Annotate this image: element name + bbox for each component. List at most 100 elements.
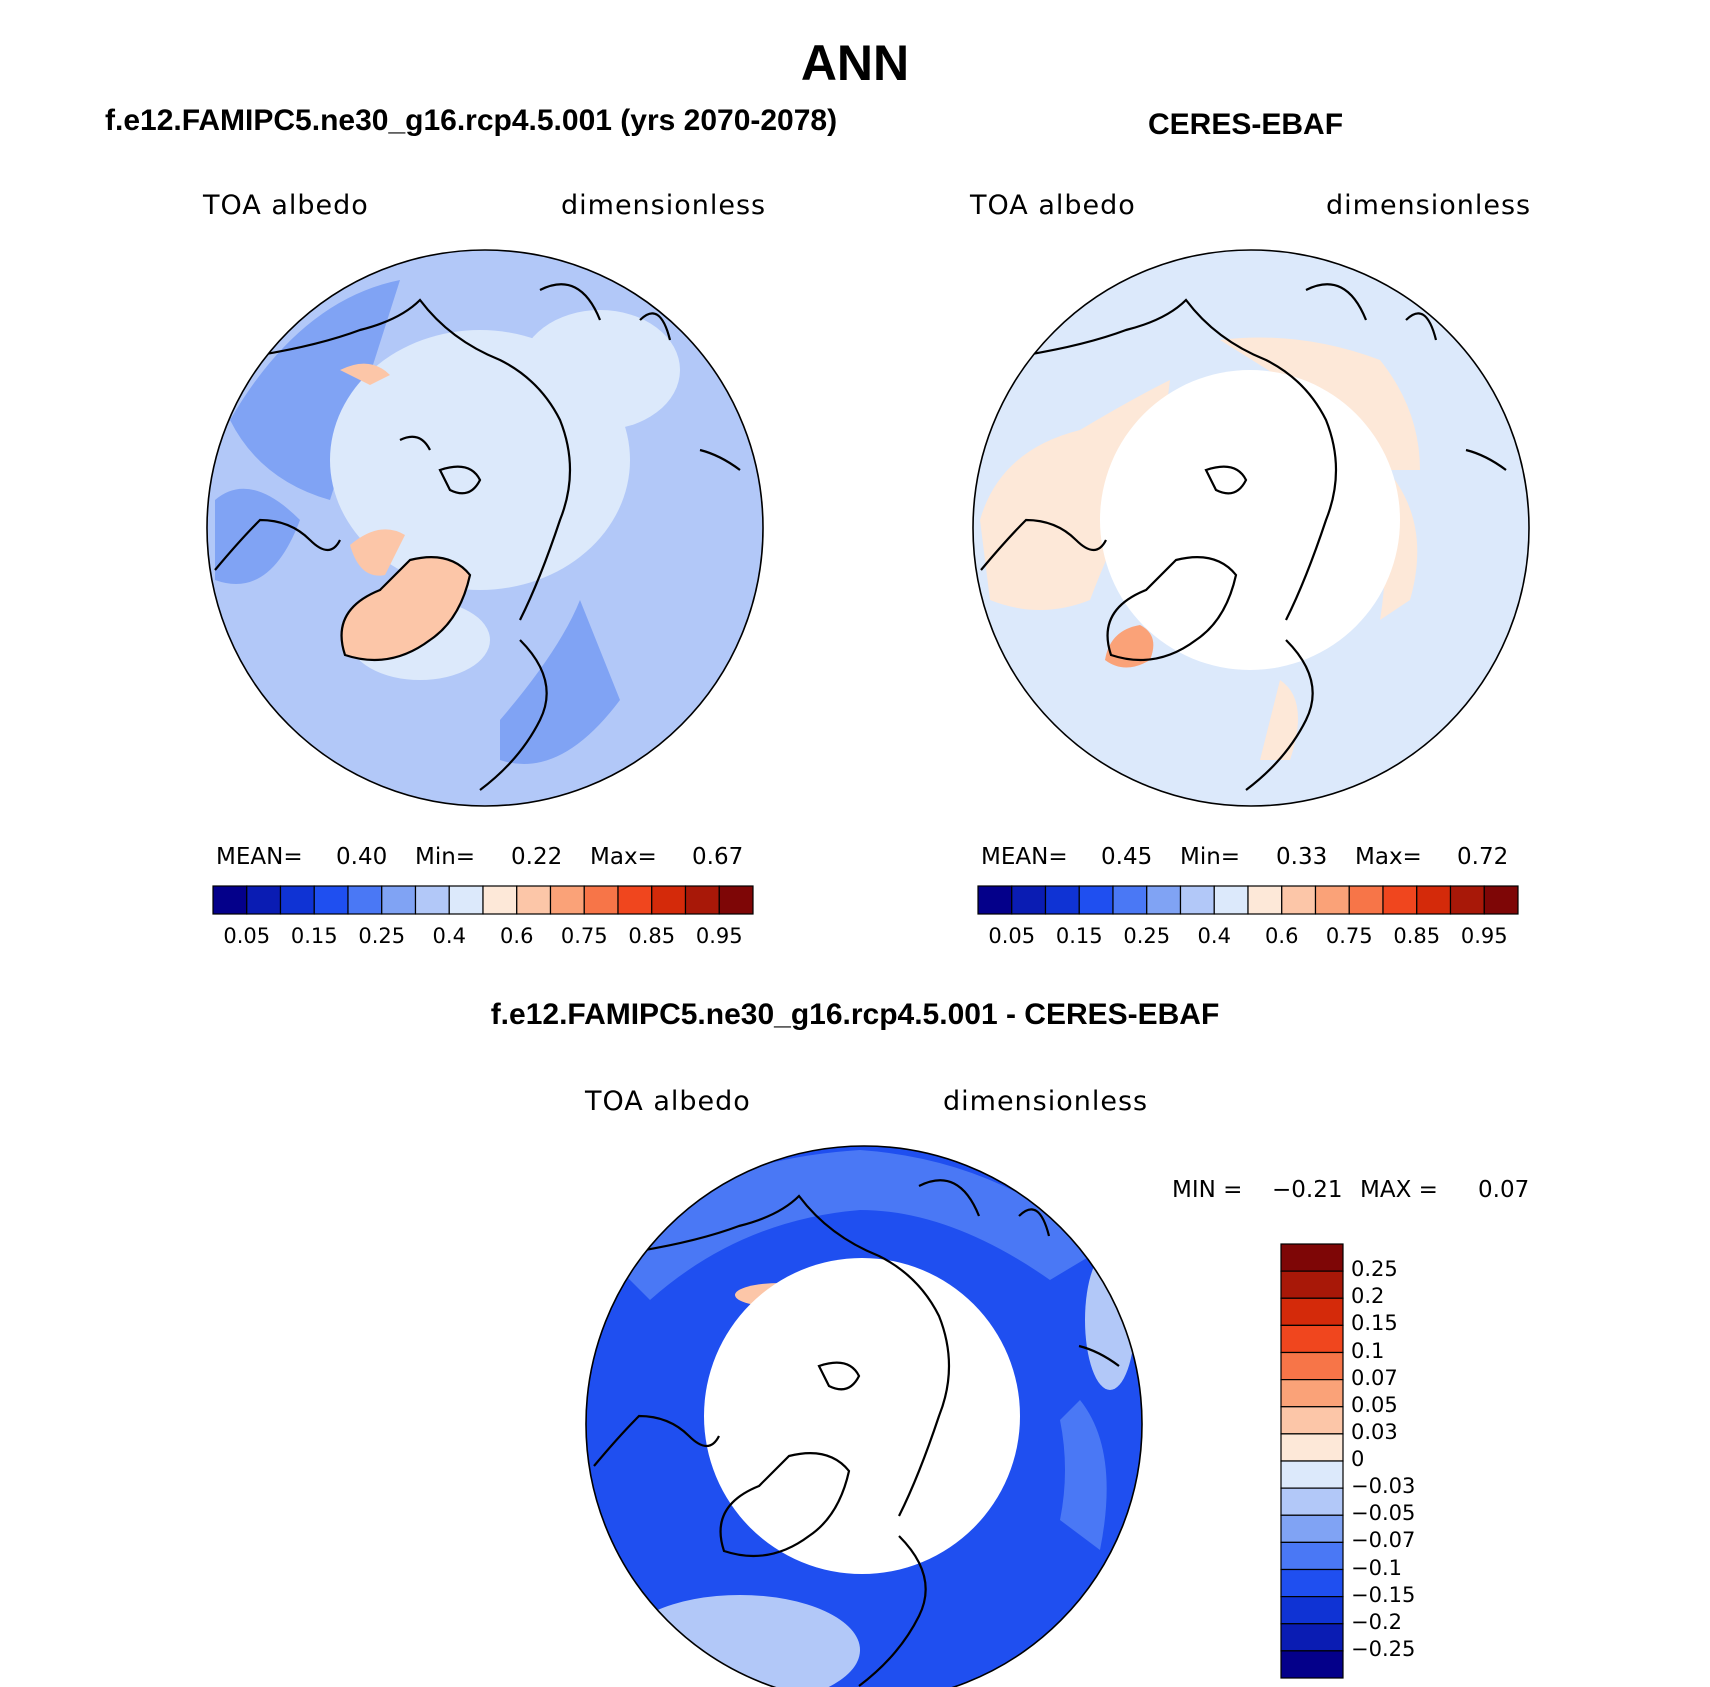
model-colorbar-swatch bbox=[516, 885, 552, 915]
obs-colorbar-swatch bbox=[1348, 885, 1384, 915]
obs-panel-title: CERES-EBAF bbox=[1148, 108, 1344, 141]
obs-colorbar-tick-label: 0.95 bbox=[1460, 924, 1508, 948]
model-colorbar-swatch bbox=[583, 885, 619, 915]
diff-colorbar-tick-label: −0.03 bbox=[1351, 1474, 1416, 1499]
diff-colorbar-swatch bbox=[1280, 1351, 1344, 1381]
diff-colorbar-tick-label: −0.1 bbox=[1351, 1555, 1402, 1580]
model-colorbar-swatch bbox=[313, 885, 349, 915]
model-colorbar-swatch bbox=[651, 885, 687, 915]
model-mean-value: 0.40 bbox=[336, 844, 388, 870]
diff-colorbar-tick-label: −0.07 bbox=[1351, 1528, 1416, 1553]
model-colorbar-tick-label: 0.4 bbox=[432, 924, 466, 948]
diff-polar-map bbox=[586, 1146, 1142, 1687]
model-colorbar-swatch bbox=[212, 885, 248, 915]
model-max-label: Max= bbox=[590, 844, 657, 870]
obs-colorbar-swatch bbox=[1247, 885, 1283, 915]
obs-colorbar-swatch bbox=[1044, 885, 1080, 915]
diff-colorbar-tick-label: 0.1 bbox=[1351, 1338, 1385, 1363]
obs-colorbar-swatch bbox=[977, 885, 1013, 915]
diff-max-label: MAX = bbox=[1360, 1177, 1438, 1203]
diff-map-border bbox=[585, 1145, 1143, 1687]
diff-colorbar-swatch bbox=[1280, 1243, 1344, 1272]
model-min-label: Min= bbox=[415, 844, 476, 870]
diff-colorbar-swatch bbox=[1280, 1568, 1344, 1598]
diff-colorbar-tick-label: −0.05 bbox=[1351, 1501, 1416, 1526]
model-coastlines bbox=[214, 283, 741, 791]
diff-colorbar-tick-label: 0.15 bbox=[1351, 1311, 1398, 1336]
diff-min-value: −0.21 bbox=[1272, 1177, 1343, 1203]
obs-colorbar-tick-label: 0.15 bbox=[1055, 924, 1103, 948]
diff-colorbar-swatch bbox=[1280, 1623, 1344, 1652]
diff-colorbar-swatch bbox=[1280, 1379, 1344, 1408]
diff-colorbar-tick-label: 0.25 bbox=[1351, 1257, 1398, 1282]
model-polar-map bbox=[207, 250, 763, 806]
diff-colorbar-swatch bbox=[1280, 1596, 1344, 1625]
obs-colorbar-tick-label: 0.25 bbox=[1123, 924, 1171, 948]
model-colorbar-tick-label: 0.75 bbox=[560, 924, 608, 948]
model-colorbar-tick-label: 0.6 bbox=[500, 924, 534, 948]
obs-colorbar-swatch bbox=[1382, 885, 1418, 915]
obs-colorbar bbox=[977, 885, 1519, 915]
diff-colorbar-swatch bbox=[1280, 1460, 1344, 1489]
model-colorbar-tick-label: 0.85 bbox=[628, 924, 676, 948]
obs-colorbar-tick-label: 0.4 bbox=[1197, 924, 1231, 948]
diff-min-label: MIN = bbox=[1172, 1177, 1243, 1203]
model-colorbar-swatch bbox=[347, 885, 383, 915]
model-colorbar-swatch bbox=[381, 885, 417, 915]
diff-colorbar-swatch bbox=[1280, 1514, 1344, 1543]
model-variable-label: TOA albedo bbox=[203, 190, 369, 221]
model-colorbar-swatch bbox=[414, 885, 450, 915]
model-units-label: dimensionless bbox=[561, 190, 767, 221]
obs-colorbar-swatch bbox=[1112, 885, 1148, 915]
diff-max-value: 0.07 bbox=[1478, 1177, 1530, 1203]
diff-colorbar-tick-label: 0 bbox=[1351, 1447, 1365, 1471]
diff-colorbar bbox=[1280, 1243, 1344, 1679]
diff-colorbar-tick-label: 0.07 bbox=[1351, 1365, 1398, 1390]
model-colorbar-swatch bbox=[246, 885, 282, 915]
model-colorbar bbox=[212, 885, 754, 915]
obs-colorbar-swatch bbox=[1281, 885, 1317, 915]
model-colorbar-tick-label: 0.95 bbox=[695, 924, 743, 948]
obs-coastlines bbox=[980, 283, 1507, 791]
model-colorbar-tick-label: 0.05 bbox=[223, 924, 271, 948]
model-colorbar-swatch bbox=[279, 885, 315, 915]
obs-colorbar-swatch bbox=[1146, 885, 1182, 915]
obs-max-label: Max= bbox=[1355, 844, 1422, 870]
obs-colorbar-tick-label: 0.85 bbox=[1393, 924, 1441, 948]
obs-colorbar-swatch bbox=[1011, 885, 1047, 915]
diff-colorbar-tick-label: 0.05 bbox=[1351, 1392, 1398, 1417]
obs-colorbar-swatch bbox=[1483, 885, 1519, 915]
diff-panel-title: f.e12.FAMIPC5.ne30_g16.rcp4.5.001 - CERE… bbox=[490, 998, 1220, 1031]
obs-colorbar-swatch bbox=[1213, 885, 1249, 915]
model-colorbar-tick-label: 0.15 bbox=[290, 924, 338, 948]
model-map-border bbox=[206, 249, 764, 807]
obs-mean-label: MEAN= bbox=[981, 844, 1068, 870]
obs-colorbar-tick-label: 0.75 bbox=[1325, 924, 1373, 948]
obs-colorbar-swatch bbox=[1416, 885, 1452, 915]
model-colorbar-tick-label: 0.25 bbox=[358, 924, 406, 948]
model-colorbar-swatch bbox=[684, 885, 720, 915]
diff-variable-label: TOA albedo bbox=[585, 1086, 751, 1117]
obs-colorbar-swatch bbox=[1179, 885, 1215, 915]
diff-colorbar-swatch bbox=[1280, 1324, 1344, 1354]
diff-colorbar-tick-label: −0.25 bbox=[1351, 1636, 1416, 1661]
diff-colorbar-swatch bbox=[1280, 1433, 1344, 1462]
diff-colorbar-tick-label: −0.15 bbox=[1351, 1582, 1416, 1607]
model-colorbar-swatch bbox=[549, 885, 585, 915]
model-max-value: 0.67 bbox=[692, 844, 744, 870]
diff-colorbar-tick-label: −0.2 bbox=[1351, 1609, 1402, 1634]
diff-units-label: dimensionless bbox=[943, 1086, 1149, 1117]
diff-colorbar-tick-label: 0.03 bbox=[1351, 1419, 1398, 1444]
model-mean-label: MEAN= bbox=[216, 844, 303, 870]
model-colorbar-swatch bbox=[617, 885, 653, 915]
diff-colorbar-tick-label: 0.2 bbox=[1351, 1284, 1385, 1309]
diff-colorbar-swatch bbox=[1280, 1270, 1344, 1299]
obs-colorbar-swatch bbox=[1314, 885, 1350, 915]
diff-colorbar-swatch bbox=[1280, 1297, 1344, 1326]
obs-variable-label: TOA albedo bbox=[970, 190, 1136, 221]
obs-map-border bbox=[972, 249, 1530, 807]
model-min-value: 0.22 bbox=[511, 844, 563, 870]
diff-colorbar-swatch bbox=[1280, 1406, 1344, 1435]
obs-colorbar-swatch bbox=[1078, 885, 1114, 915]
